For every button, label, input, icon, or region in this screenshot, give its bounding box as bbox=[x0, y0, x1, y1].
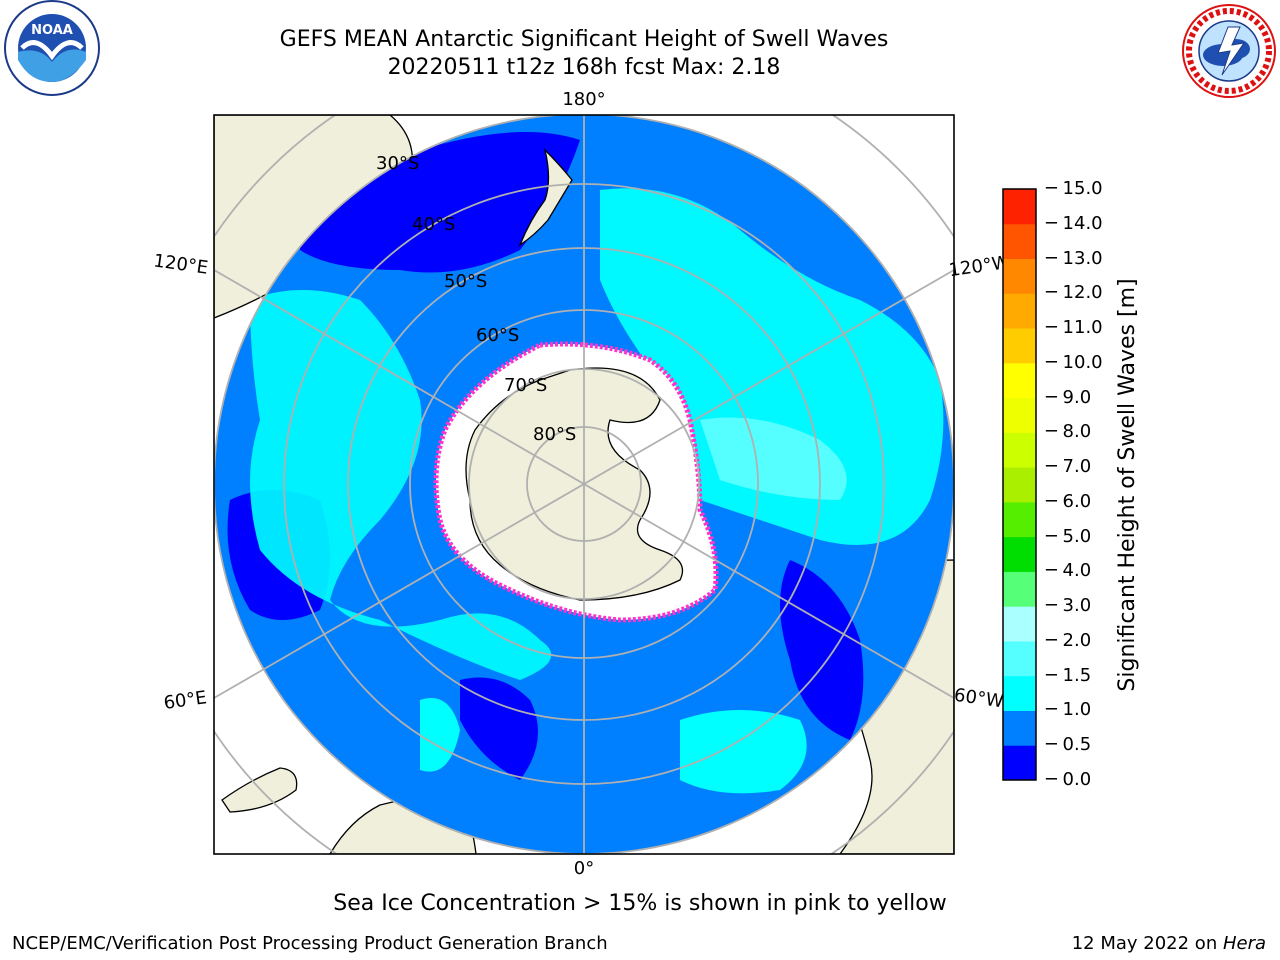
map-frame bbox=[213, 114, 955, 855]
colorbar-segment bbox=[1003, 223, 1036, 260]
colorbar-segment bbox=[1003, 258, 1036, 294]
colorbar-tick-label: ─ 11.0 bbox=[1046, 317, 1103, 339]
colorbar-segment bbox=[1003, 536, 1036, 572]
colorbar-tick-label: ─ 14.0 bbox=[1046, 212, 1103, 234]
colorbar-tick-label: ─ 8.0 bbox=[1046, 421, 1092, 443]
lat-label-60s: 60°S bbox=[476, 325, 519, 346]
colorbar-tick-label: ─ 15.0 bbox=[1046, 178, 1103, 199]
colorbar-tick-label: ─ 10.0 bbox=[1046, 351, 1103, 373]
colorbar-segment bbox=[1003, 571, 1036, 607]
colorbar-tick-label: ─ 4.0 bbox=[1046, 560, 1092, 582]
colorbar-tick-label: ─ 2.0 bbox=[1046, 629, 1092, 651]
colorbar-segment bbox=[1003, 710, 1036, 746]
footer-date-text: 12 May 2022 on bbox=[1071, 933, 1223, 954]
colorbar-tick-label: ─ 12.0 bbox=[1046, 282, 1103, 304]
colorbar-tick-label: ─ 3.0 bbox=[1046, 595, 1092, 617]
colorbar-segment bbox=[1003, 397, 1036, 433]
colorbar-segment bbox=[1003, 606, 1036, 642]
lon-label-60e: 60°E bbox=[162, 687, 208, 714]
lon-label-60w: 60°W bbox=[953, 685, 1005, 713]
colorbar bbox=[1002, 188, 1037, 781]
colorbar-tick-label: ─ 0.5 bbox=[1046, 734, 1092, 756]
graticule bbox=[214, 115, 954, 854]
colorbar-tick-label: ─ 5.0 bbox=[1046, 525, 1092, 547]
colorbar-tick-label: ─ 0.0 bbox=[1046, 769, 1092, 790]
colorbar-segment bbox=[1003, 362, 1036, 399]
lat-label-40s: 40°S bbox=[412, 214, 455, 235]
colorbar-tick-label: ─ 1.0 bbox=[1046, 699, 1092, 721]
colorbar-tick-label: ─ 7.0 bbox=[1046, 456, 1092, 478]
colorbar-segment bbox=[1003, 467, 1036, 503]
colorbar-segment bbox=[1003, 432, 1036, 468]
colorbar-tick-label: ─ 13.0 bbox=[1046, 247, 1103, 269]
lon-label-120e: 120°E bbox=[152, 250, 209, 278]
colorbar-segment bbox=[1003, 675, 1036, 711]
noaa-logo-text: NOAA bbox=[31, 23, 73, 38]
lat-label-70s: 70°S bbox=[504, 375, 547, 396]
colorbar-segment bbox=[1003, 189, 1036, 225]
lon-label-0: 0° bbox=[574, 858, 594, 879]
nws-logo bbox=[1178, 3, 1280, 105]
lat-label-50s: 50°S bbox=[444, 271, 487, 292]
colorbar-segment bbox=[1003, 293, 1036, 329]
footer-date: 12 May 2022 on Hera bbox=[1072, 933, 1266, 954]
antarctica-land bbox=[465, 367, 684, 601]
chart-title: GEFS MEAN Antarctic Significant Height o… bbox=[279, 27, 889, 52]
colorbar-segment bbox=[1003, 745, 1036, 781]
colorbar-segment bbox=[1003, 640, 1036, 677]
lat-label-80s: 80°S bbox=[533, 424, 576, 445]
new-zealand-land bbox=[518, 147, 573, 247]
colorbar-tick-label: ─ 1.5 bbox=[1046, 664, 1092, 686]
footer-credit: NCEP/EMC/Verification Post Processing Pr… bbox=[12, 933, 608, 954]
footer-host: Hera bbox=[1222, 933, 1266, 954]
madagascar-land bbox=[221, 767, 298, 813]
colorbar-tick-label: ─ 9.0 bbox=[1046, 386, 1092, 408]
colorbar-title: Significant Height of Swell Waves [m] bbox=[1115, 278, 1140, 692]
chart-subtitle: 20220511 t12z 168h fcst Max: 2.18 bbox=[387, 55, 781, 80]
lon-label-180: 180° bbox=[562, 89, 605, 110]
colorbar-tick-label: ─ 6.0 bbox=[1046, 490, 1092, 512]
colorbar-segment bbox=[1003, 501, 1036, 538]
colorbar-segment bbox=[1003, 328, 1036, 364]
sea-ice-note: Sea Ice Concentration > 15% is shown in … bbox=[333, 891, 947, 916]
lat-label-30s: 30°S bbox=[376, 153, 419, 174]
noaa-logo: NOAA bbox=[0, 0, 104, 108]
